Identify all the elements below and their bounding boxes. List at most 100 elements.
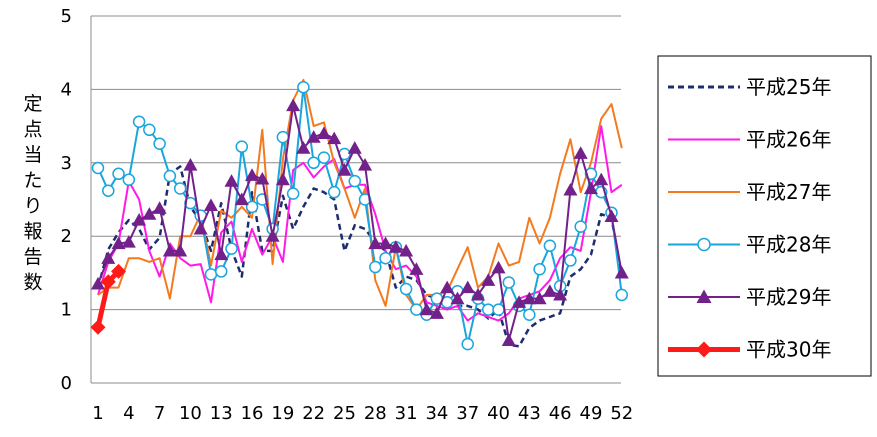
legend-label: 平成25年	[746, 75, 831, 99]
data-point	[91, 161, 105, 175]
series-line	[97, 78, 623, 311]
series-6	[90, 263, 127, 335]
legend-item: 平成25年	[668, 75, 831, 99]
y-axis-label: 定点当たり報告数	[23, 93, 42, 294]
legend-item: 平成27年	[668, 180, 831, 204]
data-point	[429, 306, 444, 319]
data-point	[563, 182, 578, 196]
data-point	[533, 262, 546, 276]
data-point	[316, 126, 331, 140]
data-point	[112, 167, 125, 181]
data-point	[327, 185, 341, 199]
x-tick-label: 25	[333, 403, 356, 424]
x-tick-label: 31	[395, 403, 418, 424]
data-point	[100, 274, 116, 290]
data-point	[296, 141, 311, 154]
data-point	[553, 287, 568, 301]
x-tick-label: 1	[92, 403, 103, 424]
data-point	[461, 337, 474, 351]
data-point	[594, 172, 609, 186]
data-point	[265, 229, 280, 242]
data-point	[696, 341, 712, 358]
data-point	[122, 173, 136, 186]
x-tick-label: 37	[456, 403, 479, 424]
legend-item: 平成29年	[668, 285, 831, 309]
data-point	[102, 184, 115, 197]
data-point	[245, 200, 259, 214]
data-point	[410, 303, 423, 316]
data-point	[460, 280, 475, 294]
legend-label: 平成29年	[746, 285, 831, 309]
data-point	[275, 172, 290, 186]
data-point	[482, 303, 495, 316]
data-point	[502, 276, 516, 289]
series-3	[97, 78, 623, 311]
series-5	[91, 98, 629, 347]
data-point	[337, 163, 352, 176]
x-tick-label: 49	[580, 403, 603, 424]
data-point	[142, 207, 157, 220]
series-line	[97, 104, 623, 342]
data-point	[183, 158, 198, 171]
data-point	[162, 243, 177, 257]
data-point	[347, 141, 362, 154]
data-point	[358, 158, 373, 171]
x-tick-label: 7	[154, 403, 165, 424]
data-point	[297, 80, 310, 94]
data-point	[388, 240, 403, 253]
data-point	[523, 308, 536, 321]
x-tick-label: 28	[364, 403, 387, 424]
data-point	[440, 280, 455, 294]
data-point	[399, 243, 414, 257]
legend-box	[657, 55, 872, 377]
x-tick-label: 13	[210, 403, 233, 424]
data-point	[409, 262, 424, 275]
x-tick-label: 40	[487, 403, 510, 424]
data-point	[615, 288, 629, 302]
data-point	[204, 268, 218, 281]
data-point	[564, 254, 577, 267]
data-point	[306, 130, 321, 143]
data-point	[225, 242, 238, 255]
data-point	[111, 263, 127, 279]
data-point	[193, 221, 208, 235]
series-4	[91, 80, 629, 351]
data-point	[522, 291, 537, 305]
data-point	[369, 260, 382, 274]
data-point	[90, 319, 106, 335]
data-point	[111, 236, 126, 250]
data-point	[255, 171, 270, 185]
y-tick-label: 5	[61, 6, 72, 27]
y-tick-labels: 0 1 2 3 4 5	[61, 6, 72, 394]
data-point	[235, 140, 249, 153]
data-point	[203, 198, 218, 211]
data-point	[501, 333, 516, 347]
data-point	[697, 237, 711, 252]
data-point	[234, 192, 249, 206]
data-point	[399, 282, 413, 296]
x-tick-label: 52	[610, 403, 633, 424]
data-point	[543, 239, 557, 252]
data-point	[470, 287, 485, 301]
data-point	[491, 260, 506, 274]
data-point	[378, 236, 393, 250]
data-point	[614, 265, 629, 279]
data-point	[512, 295, 527, 308]
x-tick-label: 22	[302, 403, 325, 424]
data-point	[583, 181, 598, 195]
data-point	[574, 220, 587, 233]
x-tick-label: 16	[241, 403, 264, 424]
data-point	[152, 201, 167, 214]
legend-item: 平成26年	[668, 128, 831, 152]
data-point	[481, 273, 496, 286]
data-point	[379, 251, 392, 265]
data-point	[214, 265, 228, 278]
y-tick-label: 2	[61, 226, 72, 247]
data-point	[224, 174, 239, 187]
legend-label: 平成26年	[746, 128, 831, 152]
gridlines	[90, 15, 621, 384]
x-tick-label: 46	[549, 403, 572, 424]
data-point	[307, 156, 320, 170]
data-point	[101, 251, 116, 264]
